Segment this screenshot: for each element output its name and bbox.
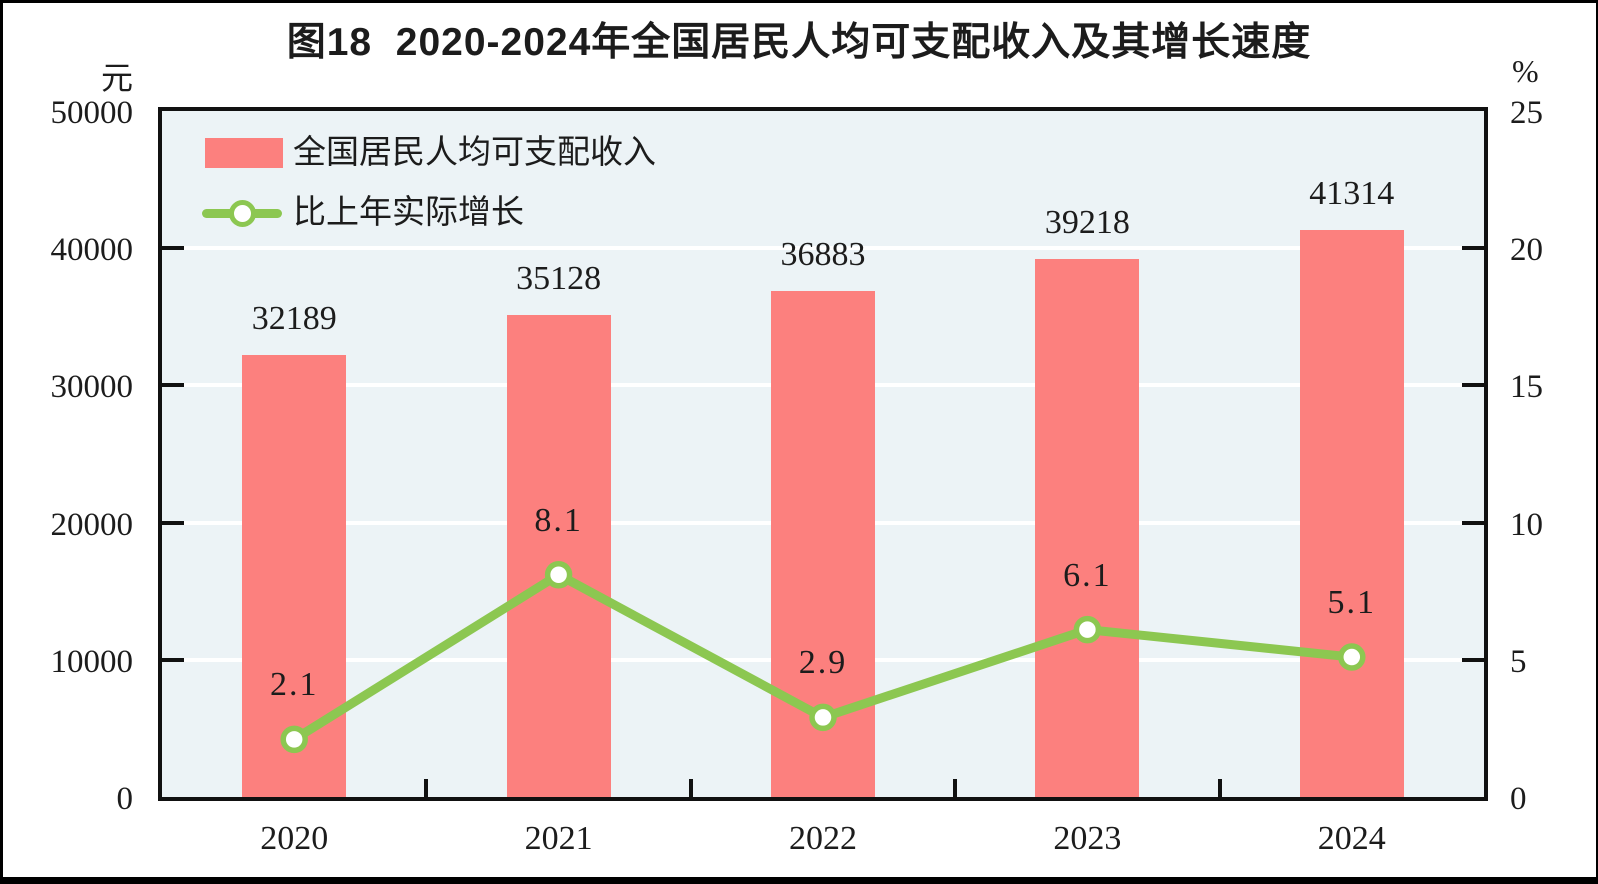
right-axis-tick xyxy=(1462,520,1484,525)
growth-value-label: 5.1 xyxy=(1327,584,1377,622)
right-axis-tick-label: 0 xyxy=(1510,781,1527,817)
x-axis-tick xyxy=(688,779,693,797)
x-axis-label-2024: 2024 xyxy=(1317,820,1386,857)
bar-2020 xyxy=(242,355,347,797)
right-axis-tick-label: 10 xyxy=(1510,506,1543,543)
left-axis-tick-label: 40000 xyxy=(50,232,134,269)
bar-value-label: 41314 xyxy=(1309,175,1395,213)
left-axis-tick-label: 20000 xyxy=(50,506,134,543)
legend-income-label: 全国居民人均可支配收入 xyxy=(293,135,656,171)
bar-value-label: 39218 xyxy=(1044,203,1130,241)
line-marker-2022 xyxy=(809,703,837,732)
x-axis-tick xyxy=(953,779,958,797)
growth-value-label: 2.9 xyxy=(798,644,848,682)
growth-value-label: 8.1 xyxy=(534,501,583,539)
left-axis-tick xyxy=(162,246,184,251)
bar-value-label: 32189 xyxy=(251,300,337,338)
x-axis-label-2020: 2020 xyxy=(260,820,329,857)
growth-value-label: 2.1 xyxy=(269,666,319,704)
line-marker-2023 xyxy=(1073,615,1102,644)
left-axis-tick xyxy=(162,383,184,388)
bar-2021 xyxy=(506,315,611,797)
right-axis-tick xyxy=(1462,383,1484,388)
line-marker-2020 xyxy=(280,725,308,754)
line-marker-2024 xyxy=(1338,643,1366,671)
right-axis-tick-label: 20 xyxy=(1510,232,1543,269)
x-axis-label-2023: 2023 xyxy=(1053,820,1122,857)
x-axis-tick xyxy=(424,779,429,797)
right-axis-tick xyxy=(1462,246,1484,251)
bar-2024 xyxy=(1299,230,1404,797)
legend-bar-swatch xyxy=(205,138,283,168)
bar-value-label: 36883 xyxy=(780,235,866,273)
left-axis-unit-label: 元 xyxy=(100,60,133,96)
line-marker-2021 xyxy=(544,560,573,589)
right-axis-tick-label: 5 xyxy=(1510,643,1527,680)
x-axis-tick xyxy=(1217,779,1222,797)
growth-value-label: 6.1 xyxy=(1063,556,1112,594)
right-axis-unit-label: % xyxy=(1512,53,1539,89)
x-axis-label-2022: 2022 xyxy=(789,820,857,857)
right-axis-tick-label: 15 xyxy=(1510,369,1543,406)
gridline xyxy=(162,246,1484,251)
growth-line-svg xyxy=(280,560,1366,754)
legend-line-marker-icon xyxy=(229,200,256,227)
left-axis-tick-label: 0 xyxy=(116,781,134,817)
legend-growth-label: 比上年实际增长 xyxy=(293,195,524,231)
left-axis-tick-label: 50000 xyxy=(50,95,134,131)
bar-2023 xyxy=(1035,258,1140,797)
right-axis-tick xyxy=(1462,657,1484,662)
left-axis-tick xyxy=(162,657,184,662)
right-axis-tick-label: 25 xyxy=(1510,95,1543,131)
left-axis-tick-label: 10000 xyxy=(50,643,134,680)
left-axis-tick xyxy=(162,520,184,525)
bar-value-label: 35128 xyxy=(516,260,602,298)
chart-title: 图18 2020-2024年全国居民人均可支配收入及其增长速度 xyxy=(286,21,1312,64)
x-axis-label-2021: 2021 xyxy=(524,820,593,857)
left-axis-tick-label: 30000 xyxy=(50,369,134,406)
